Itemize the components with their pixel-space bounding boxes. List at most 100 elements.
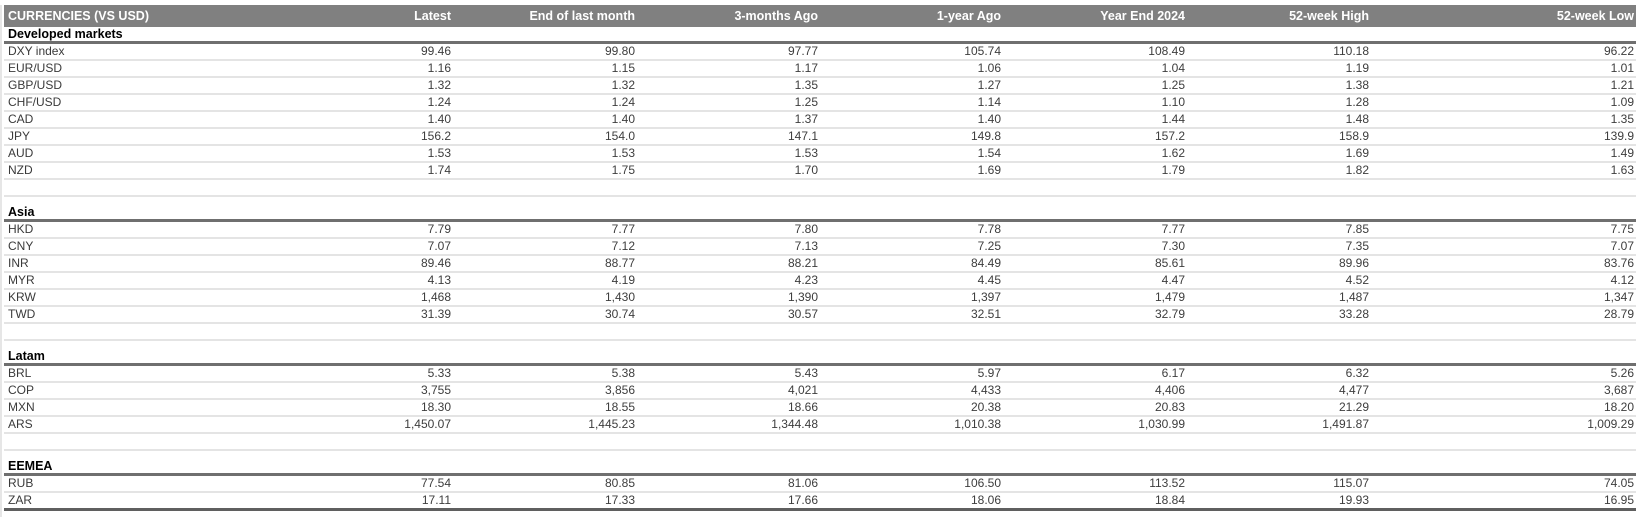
row-label: NZD <box>8 163 33 177</box>
cell: 18.30 <box>420 400 451 414</box>
cell: 108.49 <box>1148 44 1185 58</box>
cell: 20.83 <box>1154 400 1185 414</box>
cell: 4,433 <box>970 383 1001 397</box>
section-label: Latam <box>4 341 1636 366</box>
cell: 1.75 <box>611 163 635 177</box>
row-label: DXY index <box>8 44 65 58</box>
cell: 7.77 <box>611 222 635 236</box>
cell: 3,687 <box>1603 383 1634 397</box>
cell: 4,406 <box>1154 383 1185 397</box>
cell: 7.80 <box>794 222 818 236</box>
cell: 3,856 <box>604 383 635 397</box>
section-eemea: EEMEA RUB 77.54 80.85 81.06 106.50 113.52 115.0… <box>4 434 1636 508</box>
cell: 4.12 <box>1610 273 1634 287</box>
cell: 7.07 <box>427 239 451 253</box>
cell: 18.20 <box>1603 400 1634 414</box>
table-row: TWD 31.39 30.74 30.57 32.51 32.79 33.28 28.79 <box>4 307 1636 324</box>
cell: 1.32 <box>427 78 451 92</box>
cell: 18.84 <box>1154 493 1185 507</box>
cell: 3,755 <box>420 383 451 397</box>
table-row: AUD 1.53 1.53 1.53 1.54 1.62 1.69 1.49 <box>4 146 1636 163</box>
cell: 7.35 <box>1345 239 1369 253</box>
column-header-52-week-high: 52-week High <box>1289 9 1369 23</box>
cell: 7.79 <box>427 222 451 236</box>
cell: 1.54 <box>977 146 1001 160</box>
cell: 21.29 <box>1338 400 1369 414</box>
cell: 17.11 <box>421 493 451 507</box>
row-label: MYR <box>8 273 35 287</box>
cell: 1.53 <box>427 146 451 160</box>
cell: 5.33 <box>427 366 451 380</box>
cell: 1.62 <box>1161 146 1185 160</box>
table-body: Developed markets DXY index 99.46 99.80 97.7… <box>4 27 1636 508</box>
cell: 31.39 <box>420 307 451 321</box>
cell: 139.9 <box>1603 129 1634 143</box>
cell: 81.06 <box>787 476 818 490</box>
cell: 1,445.23 <box>588 417 635 431</box>
row-label: CAD <box>8 112 34 126</box>
cell: 1.17 <box>794 61 818 75</box>
cell: 4.52 <box>1345 273 1369 287</box>
cell: 1.82 <box>1345 163 1369 177</box>
cell: 1.25 <box>1161 78 1185 92</box>
table-row: MXN 18.30 18.55 18.66 20.38 20.83 21.29 18.20 <box>4 400 1636 417</box>
cell: 1,430 <box>604 290 635 304</box>
cell: 4.23 <box>794 273 818 287</box>
cell: 1.53 <box>794 146 818 160</box>
row-label: CHF/USD <box>8 95 62 109</box>
row-label: MXN <box>8 400 35 414</box>
section-spacer <box>4 434 1636 451</box>
row-label: EUR/USD <box>8 61 63 75</box>
cell: 1,479 <box>1154 290 1185 304</box>
cell: 7.25 <box>977 239 1001 253</box>
cell: 1.32 <box>611 78 635 92</box>
cell: 88.21 <box>787 256 818 270</box>
column-header-currencies: CURRENCIES (VS USD) <box>8 9 149 23</box>
cell: 1,347 <box>1603 290 1634 304</box>
cell: 1,390 <box>787 290 818 304</box>
table-row: ARS 1,450.07 1,445.23 1,344.48 1,010.38 1,030… <box>4 417 1636 434</box>
row-label: ARS <box>8 417 33 431</box>
cell: 1.09 <box>1610 95 1634 109</box>
cell: 16.95 <box>1603 493 1634 507</box>
column-header-1-year-ago: 1-year Ago <box>936 9 1001 23</box>
cell: 74.05 <box>1603 476 1634 490</box>
cell: 157.2 <box>1154 129 1185 143</box>
section-latam: Latam BRL 5.33 5.38 5.43 5.97 6.17 6.32 5.26 COP 3… <box>4 324 1636 434</box>
row-label: KRW <box>8 290 36 304</box>
table-bottom-rule <box>4 508 1636 511</box>
cell: 7.85 <box>1345 222 1369 236</box>
table-row: MYR 4.13 4.19 4.23 4.45 4.47 4.52 4.12 <box>4 273 1636 290</box>
cell: 7.78 <box>977 222 1001 236</box>
cell: 7.13 <box>794 239 818 253</box>
cell: 80.85 <box>604 476 635 490</box>
cell: 89.96 <box>1338 256 1369 270</box>
cell: 1.49 <box>1610 146 1634 160</box>
table-row: CNY 7.07 7.12 7.13 7.25 7.30 7.35 7.07 <box>4 239 1636 256</box>
table-header-row: CURRENCIES (VS USD) Latest End of last m… <box>4 5 1636 27</box>
cell: 147.1 <box>787 129 818 143</box>
cell: 30.74 <box>604 307 635 321</box>
cell: 77.54 <box>420 476 451 490</box>
cell: 7.75 <box>1610 222 1634 236</box>
table-row: CHF/USD 1.24 1.24 1.25 1.14 1.10 1.28 1.09 <box>4 95 1636 112</box>
column-header-52-week-low: 52-week Low <box>1556 9 1634 23</box>
cell: 1,487 <box>1338 290 1369 304</box>
table-row: GBP/USD 1.32 1.32 1.35 1.27 1.25 1.38 1.21 <box>4 78 1636 95</box>
table-row: EUR/USD 1.16 1.15 1.17 1.06 1.04 1.19 1.01 <box>4 61 1636 78</box>
row-label: ZAR <box>8 493 32 507</box>
cell: 1.70 <box>794 163 818 177</box>
table-row: CAD 1.40 1.40 1.37 1.40 1.44 1.48 1.35 <box>4 112 1636 129</box>
cell: 1.38 <box>1345 78 1369 92</box>
cell: 32.79 <box>1154 307 1185 321</box>
cell: 105.74 <box>964 44 1001 58</box>
cell: 7.12 <box>611 239 635 253</box>
cell: 1.35 <box>794 78 818 92</box>
cell: 1,450.07 <box>404 417 451 431</box>
table-row: ZAR 17.11 17.33 17.66 18.06 18.84 19.93 16.95 <box>4 493 1636 508</box>
cell: 1.79 <box>1161 163 1185 177</box>
section-label: Developed markets <box>4 27 1636 44</box>
cell: 1,344.48 <box>771 417 818 431</box>
row-label: BRL <box>8 366 32 380</box>
cell: 1.06 <box>977 61 1001 75</box>
